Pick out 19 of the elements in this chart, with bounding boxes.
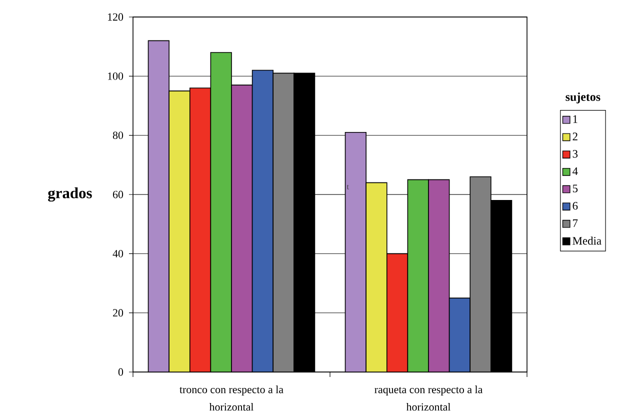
y-axis-title: grados — [48, 187, 92, 202]
y-tick-label: 120 — [108, 13, 124, 21]
legend-label: 4 — [572, 167, 578, 175]
y-tick-label: 80 — [112, 132, 124, 140]
y-tick-label: 40 — [112, 250, 124, 258]
y-tick-label: 20 — [113, 309, 124, 317]
legend-label: 3 — [572, 150, 578, 158]
legend-label: 6 — [572, 202, 578, 210]
legend-label: Media — [572, 236, 602, 245]
x-tick-label: raqueta con respecto a la horizontal — [374, 386, 483, 411]
y-tick-label: 60 — [112, 190, 124, 198]
y-tick-label: 100 — [108, 72, 124, 80]
y-tick-label: 0 — [118, 368, 124, 376]
legend-title: sujetos — [566, 92, 600, 104]
legend-label: 2 — [572, 132, 578, 140]
legend-label: 1 — [573, 115, 578, 123]
legend-label: 5 — [572, 184, 578, 192]
legend-label: 7 — [573, 219, 578, 227]
x-tick-label: tronco con respecto a la horizontal — [180, 386, 284, 411]
